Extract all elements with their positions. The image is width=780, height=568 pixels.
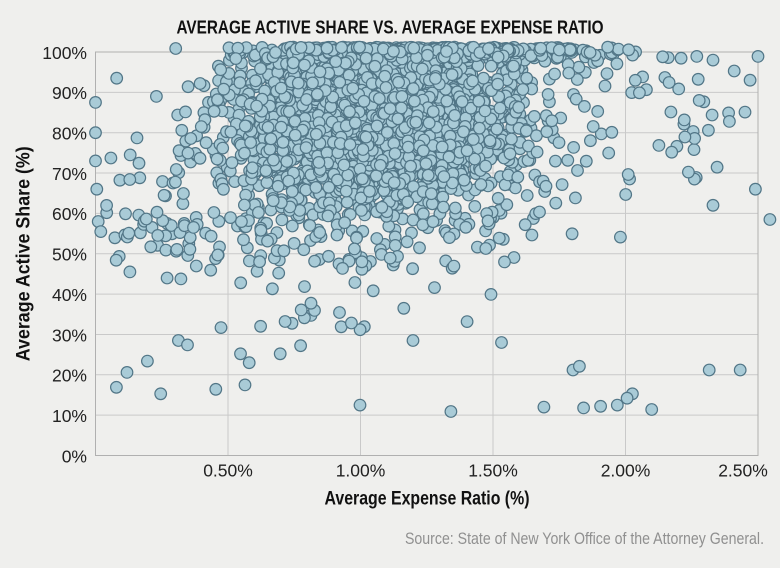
svg-text:60%: 60% [52,204,87,224]
svg-text:1.50%: 1.50% [468,460,518,480]
svg-text:0.50%: 0.50% [203,460,253,480]
svg-text:Average Expense Ratio (%): Average Expense Ratio (%) [325,489,530,510]
svg-text:2.50%: 2.50% [718,460,768,480]
svg-text:2.00%: 2.00% [601,460,651,480]
svg-text:0%: 0% [62,446,87,466]
svg-text:20%: 20% [52,366,87,386]
svg-text:10%: 10% [52,406,87,426]
svg-text:1.00%: 1.00% [336,460,386,480]
svg-text:30%: 30% [52,325,87,345]
svg-text:50%: 50% [52,245,87,265]
svg-text:AVERAGE ACTIVE SHARE VS. AVERA: AVERAGE ACTIVE SHARE VS. AVERAGE EXPENSE… [177,18,604,38]
svg-text:Source: State of New York Offi: Source: State of New York Office of the … [405,529,764,548]
svg-text:Average Active Share (%): Average Active Share (%) [14,146,35,361]
svg-text:80%: 80% [52,124,87,144]
svg-text:100%: 100% [42,43,87,63]
svg-text:90%: 90% [52,83,87,103]
svg-text:40%: 40% [52,285,87,305]
svg-text:70%: 70% [52,164,87,184]
